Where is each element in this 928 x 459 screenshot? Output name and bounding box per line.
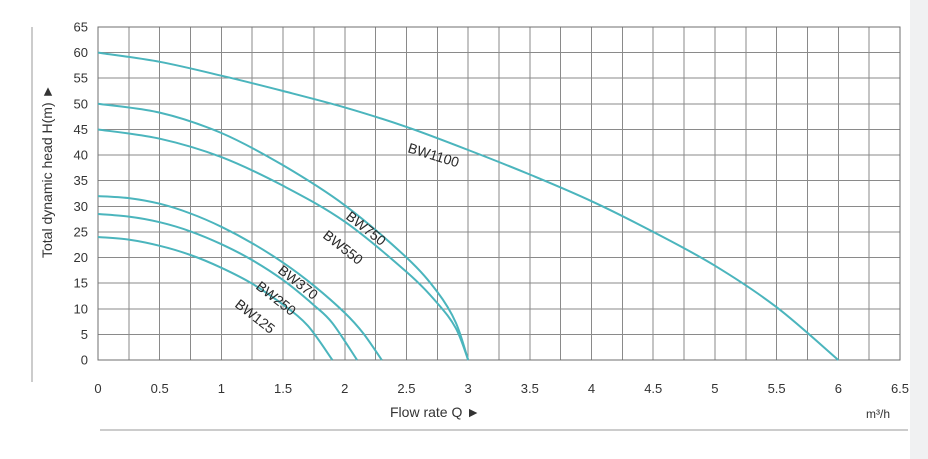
y-tick-label: 30 (74, 199, 88, 214)
y-tick-label: 20 (74, 250, 88, 265)
scrollbar-track[interactable] (910, 0, 928, 459)
y-axis-title: Total dynamic head H(m) ► (39, 85, 55, 258)
x-tick-labels: 0 0.5 1 1.5 2 2.5 3 3.5 4 4.5 5 5.5 6 6.5 (94, 381, 909, 396)
y-tick-label: 10 (74, 301, 88, 316)
curve-bw750 (97, 102, 470, 361)
y-tick-label: 65 (74, 20, 88, 35)
curve-bw1100 (97, 51, 839, 361)
x-tick-label: 0.5 (151, 381, 169, 396)
y-tick-label: 15 (74, 276, 88, 291)
plot-frame (97, 26, 901, 361)
x-tick-label: 5.5 (768, 381, 786, 396)
y-tick-labels: 0 5 10 15 20 25 30 35 40 45 50 55 60 65 (74, 20, 88, 368)
x-tick-label: 0 (94, 381, 101, 396)
x-tick-label: 4.5 (644, 381, 662, 396)
x-tick-label: 1 (218, 381, 225, 396)
y-tick-label: 35 (74, 173, 88, 188)
y-tick-label: 25 (74, 224, 88, 239)
y-tick-label: 5 (81, 327, 88, 342)
curves (97, 51, 839, 361)
x-tick-label: 2 (341, 381, 348, 396)
x-tick-label: 1.5 (274, 381, 292, 396)
y-tick-label: 55 (74, 71, 88, 86)
x-tick-label: 6 (835, 381, 842, 396)
x-tick-label: 4 (588, 381, 595, 396)
x-axis-title: Flow rate Q ► (390, 404, 480, 420)
x-tick-label: 5 (711, 381, 718, 396)
x-tick-label: 2.5 (397, 381, 415, 396)
x-axis-unit: m³/h (866, 407, 890, 421)
y-tick-label: 40 (74, 148, 88, 163)
curve-bw250 (97, 213, 358, 361)
curve-bw125 (97, 236, 334, 361)
x-tick-label: 6.5 (891, 381, 909, 396)
y-tick-label: 45 (74, 122, 88, 137)
x-tick-label: 3 (465, 381, 472, 396)
y-tick-label: 0 (81, 353, 88, 368)
x-tick-label: 3.5 (521, 381, 539, 396)
y-tick-label: 60 (74, 45, 88, 60)
curve-bw550 (97, 128, 470, 361)
curve-bw370 (97, 195, 383, 361)
y-tick-label: 50 (74, 96, 88, 111)
